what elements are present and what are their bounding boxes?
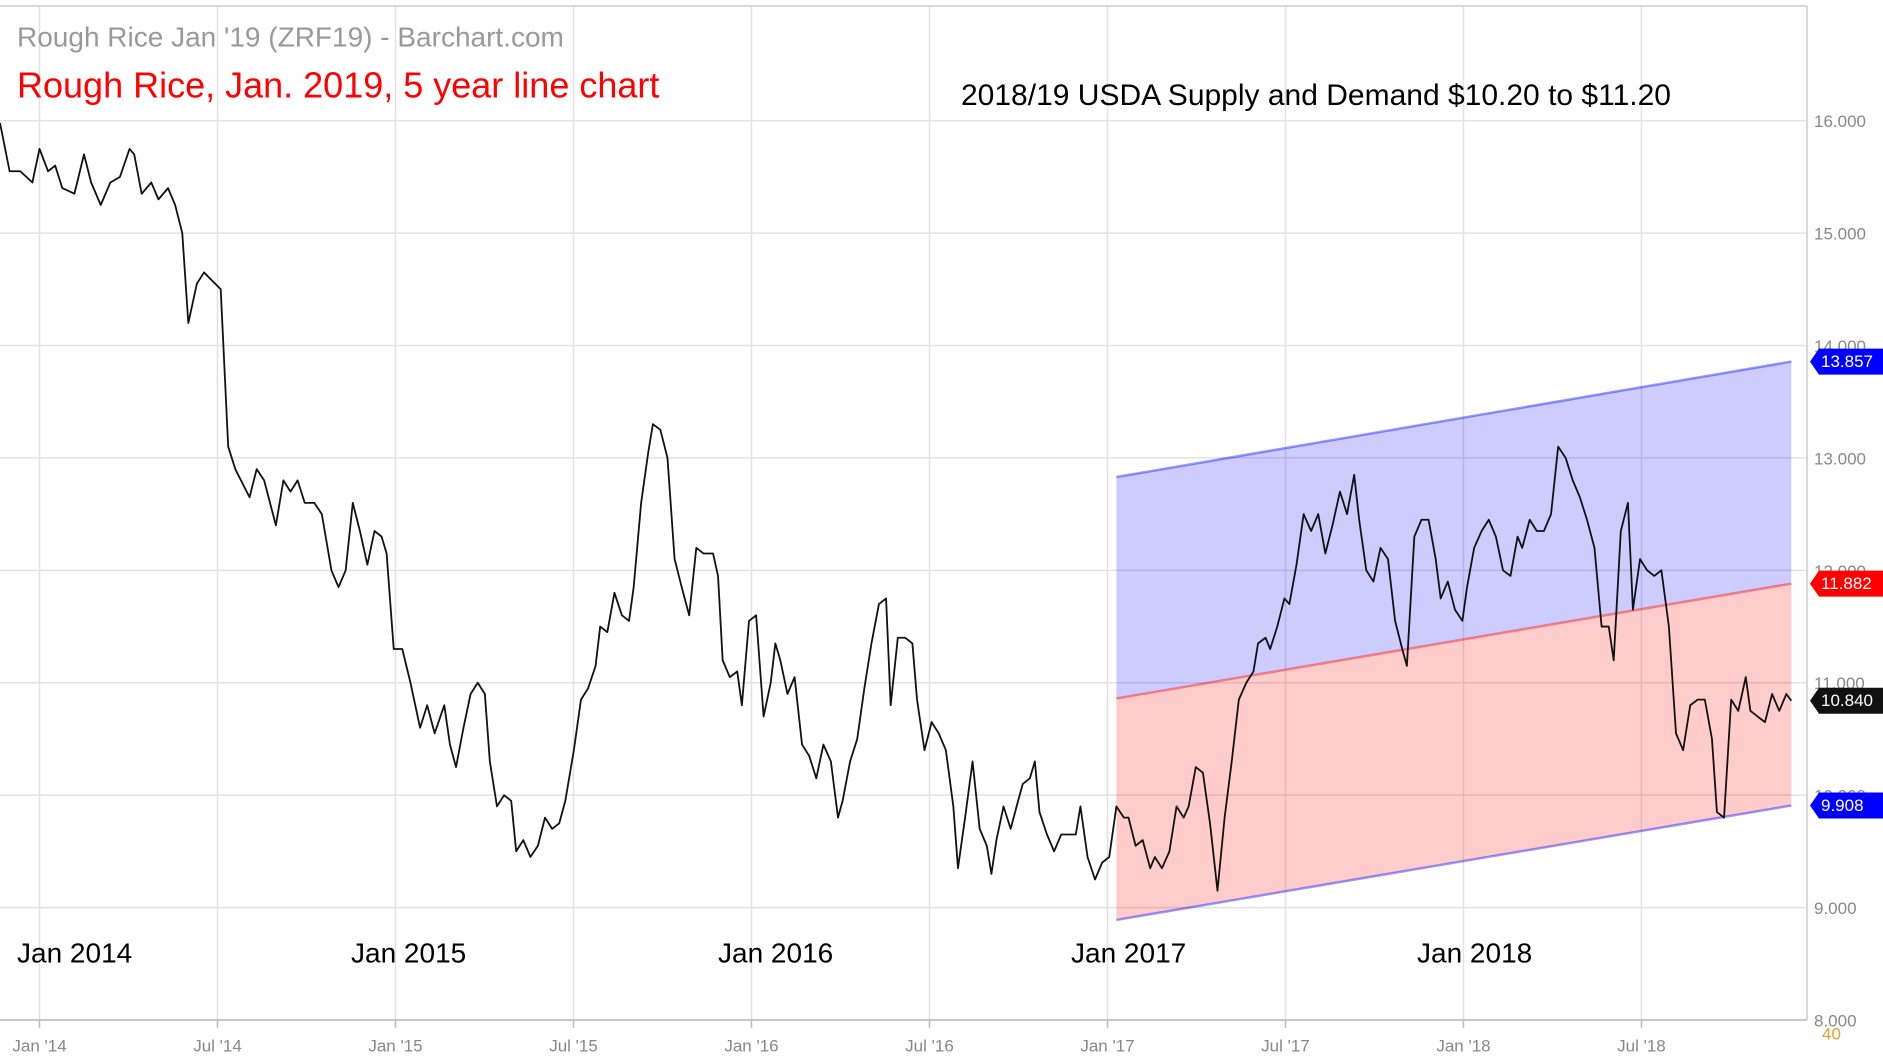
annotation: 2018/19 USDA Supply and Demand $10.20 to… (961, 79, 1671, 112)
corner-note: 40 (1822, 1024, 1841, 1043)
x-tick-label: Jul '17 (1261, 1036, 1310, 1055)
chart-subtitle: Rough Rice, Jan. 2019, 5 year line chart (17, 65, 659, 106)
value-flag (1810, 792, 1883, 819)
y-tick-label: 8.000 (1814, 1011, 1857, 1030)
channel-upper-band (1116, 361, 1792, 699)
x-tick-label: Jul '15 (549, 1036, 598, 1055)
grid (0, 6, 1807, 1028)
y-tick-label: 15.000 (1814, 225, 1866, 244)
channel (1116, 360, 1792, 922)
value-flag-label: 9.908 (1821, 796, 1864, 815)
value-flag (1810, 570, 1883, 597)
value-flag-label: 13.857 (1821, 352, 1873, 371)
value-flag (1810, 687, 1883, 714)
x-tick-label: Jan '14 (12, 1036, 66, 1055)
x-tick-label: Jul '16 (905, 1036, 954, 1055)
value-flag (1810, 348, 1883, 375)
price-line (0, 122, 1793, 892)
y-tick-label: 9.000 (1814, 899, 1857, 918)
period-label: Jan 2016 (718, 937, 833, 968)
period-label: Jan 2017 (1071, 937, 1186, 968)
value-flag-label: 10.840 (1821, 691, 1873, 710)
y-tick-label: 13.000 (1814, 449, 1866, 468)
period-label: Jan 2014 (17, 937, 132, 968)
y-tick-label: 16.000 (1814, 112, 1866, 131)
x-tick-label: Jan '17 (1080, 1036, 1134, 1055)
x-tick-label: Jan '18 (1436, 1036, 1490, 1055)
x-tick-label: Jan '15 (368, 1036, 422, 1055)
x-tick-label: Jul '14 (193, 1036, 242, 1055)
value-flag-label: 11.882 (1821, 574, 1872, 593)
channel-upper-line (1116, 360, 1792, 479)
channel-middle-line (1116, 582, 1792, 700)
channel-lower-line (1116, 804, 1792, 922)
period-label: Jan 2018 (1417, 937, 1532, 968)
channel-lower-band (1116, 583, 1792, 920)
x-tick-label: Jan '16 (724, 1036, 778, 1055)
chart-title: Rough Rice Jan '19 (ZRF19) - Barchart.co… (17, 21, 564, 52)
plot (0, 122, 1793, 892)
labels: 8.0009.00010.00011.00012.00013.00014.000… (12, 112, 1883, 1055)
x-tick-label: Jul '18 (1617, 1036, 1666, 1055)
period-label: Jan 2015 (351, 937, 466, 968)
